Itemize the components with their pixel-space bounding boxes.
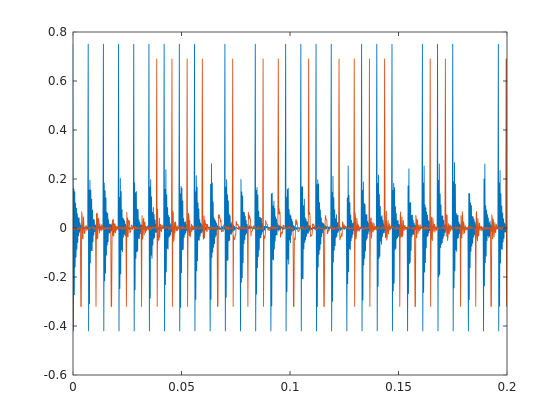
y-tick-label: -0.2 xyxy=(44,270,67,284)
y-tick-label: 0.6 xyxy=(48,74,67,88)
y-tick-label: 0 xyxy=(59,221,67,235)
x-tick-label: 0.1 xyxy=(280,380,299,394)
y-tick-label: 0.4 xyxy=(48,123,67,137)
x-axis-ticks: 0 0.05 0.1 0.15 0.2 xyxy=(69,32,517,394)
y-tick-label: 0.2 xyxy=(48,172,67,186)
y-axis-ticks: -0.6 -0.4 -0.2 0 0.2 0.4 0.6 0.8 xyxy=(44,25,507,382)
x-tick-label: 0.05 xyxy=(168,380,195,394)
y-tick-label: -0.6 xyxy=(44,368,67,382)
series-line-2 xyxy=(72,58,508,307)
x-tick-label: 0.2 xyxy=(497,380,516,394)
series-line-1 xyxy=(72,43,508,332)
axes-box xyxy=(72,31,508,376)
y-tick-label: -0.4 xyxy=(44,319,67,333)
x-tick-label: 0.15 xyxy=(385,380,412,394)
x-tick-label: 0 xyxy=(69,380,77,394)
y-tick-label: 0.8 xyxy=(48,25,67,39)
plot-series-group xyxy=(72,43,508,332)
